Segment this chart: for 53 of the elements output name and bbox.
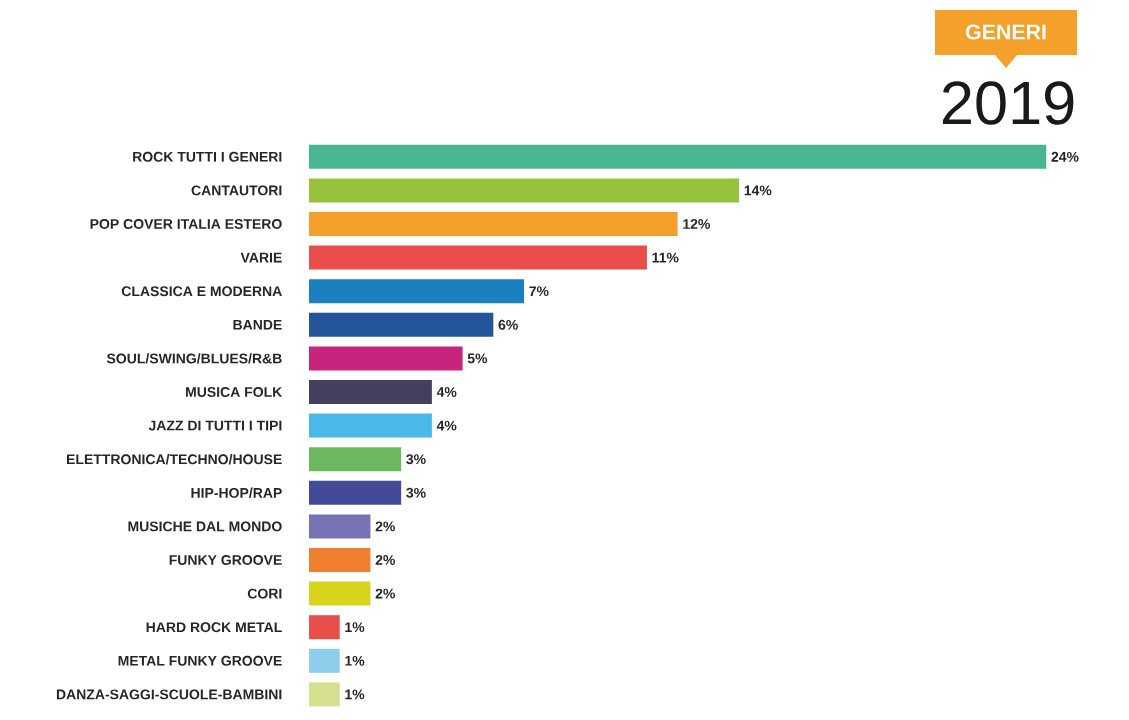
data-label: 1% — [345, 622, 365, 633]
y-tick-label: CANTAUTORI — [191, 185, 282, 196]
bar — [309, 413, 432, 438]
data-label: 7% — [529, 286, 549, 297]
y-tick-label: METAL FUNKY GROOVE — [118, 655, 282, 666]
y-tick-label: CORI — [247, 588, 282, 599]
data-label: 4% — [436, 387, 457, 397]
data-label: 14% — [744, 185, 772, 196]
data-label: 24% — [1051, 151, 1079, 162]
y-tick-label: HARD ROCK METAL — [146, 622, 282, 633]
y-tick-label: BANDE — [233, 319, 282, 330]
y-tick-label: MUSICA FOLK — [186, 387, 283, 397]
bar — [309, 547, 371, 572]
data-label: 2% — [375, 521, 395, 532]
data-label: 3% — [406, 454, 426, 465]
data-label: 1% — [345, 689, 365, 700]
bar — [309, 312, 494, 337]
data-label: 1% — [345, 655, 365, 666]
chart-subtitle: GENERI — [965, 24, 1046, 40]
data-label: 2% — [375, 588, 395, 599]
data-label: 2% — [375, 555, 395, 565]
data-label: 11% — [652, 252, 679, 263]
bar — [309, 480, 402, 505]
bar — [309, 144, 1047, 169]
data-label: 4% — [436, 420, 457, 431]
data-label: 3% — [406, 487, 426, 498]
y-tick-label: MUSICHE DAL MONDO — [128, 521, 282, 532]
bar — [309, 514, 371, 539]
y-tick-label: POP COVER ITALIA ESTERO — [90, 219, 282, 229]
data-label: 5% — [467, 353, 488, 364]
y-tick-label: CLASSICA E MODERNA — [121, 286, 282, 297]
y-tick-label: HIP-HOP/RAP — [191, 487, 282, 498]
bar — [309, 178, 740, 203]
bar — [309, 682, 340, 707]
bar — [309, 346, 463, 371]
y-tick-label: ELETTRONICA/TECHNO/HOUSE — [67, 453, 282, 465]
y-tick-label: VARIE — [240, 252, 282, 263]
bar — [309, 279, 525, 304]
bar — [309, 581, 371, 606]
y-tick-label: DANZA-SAGGI-SCUOLE-BAMBINI — [56, 689, 282, 700]
y-tick-label: JAZZ DI TUTTI I TIPI — [148, 420, 282, 431]
bar — [309, 615, 340, 640]
y-tick-label: ROCK TUTTI I GENERI — [133, 151, 282, 162]
bar — [309, 648, 340, 673]
bar — [309, 447, 402, 472]
bar — [309, 211, 678, 236]
y-tick-label: SOUL/SWING/BLUES/R&B — [106, 353, 282, 364]
chart-title: 2019 — [942, 81, 1074, 125]
bar — [309, 245, 647, 270]
data-label: 6% — [498, 319, 518, 330]
y-tick-label: FUNKY GROOVE — [169, 555, 282, 565]
data-label: 12% — [683, 219, 710, 229]
bar — [309, 379, 432, 404]
